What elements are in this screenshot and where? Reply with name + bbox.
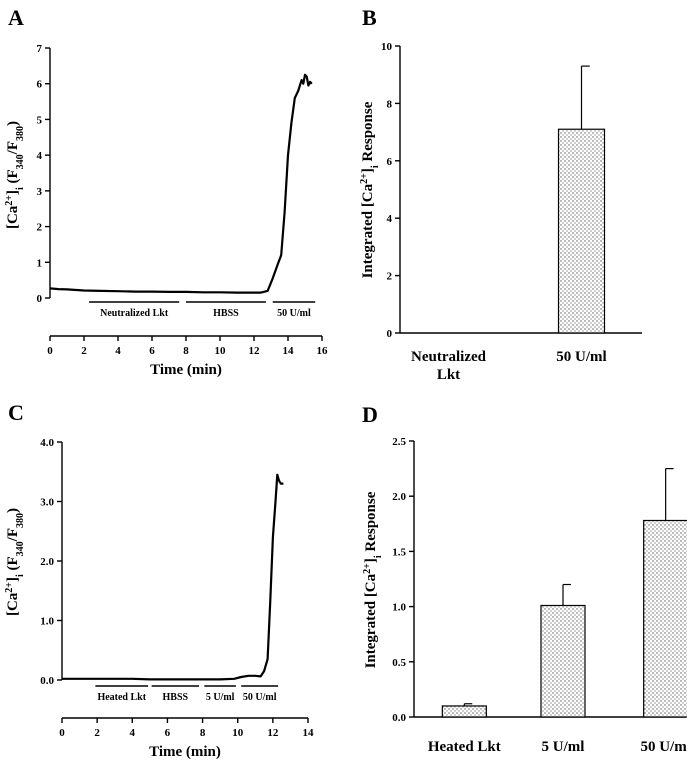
trace-line xyxy=(62,473,284,681)
x-tick-label: 0 xyxy=(59,727,65,739)
segment-label: Heated Lkt xyxy=(97,692,146,703)
x-axis-title: Time (min) xyxy=(150,362,222,378)
category-label: Neutralized Lkt xyxy=(411,349,487,383)
category-label: Heated Lkt xyxy=(428,739,501,755)
bar xyxy=(540,604,586,718)
panel-label-d: D xyxy=(362,402,378,427)
y-tick-label: 6 xyxy=(37,79,43,91)
y-tick-label: 4 xyxy=(37,150,43,162)
segment-label: 50 U/ml xyxy=(243,692,277,703)
x-tick-label: 4 xyxy=(130,727,136,739)
bar xyxy=(557,128,606,334)
y-tick-label: 2.0 xyxy=(392,491,406,503)
y-tick-label: 7 xyxy=(37,43,43,55)
x-tick-label: 10 xyxy=(232,727,244,739)
y-tick-label: 3 xyxy=(37,186,43,198)
y-tick-label: 0 xyxy=(387,328,393,340)
panel-label-b: B xyxy=(362,5,377,30)
y-tick-label: 0.5 xyxy=(392,657,406,669)
y-tick-label: 5 xyxy=(37,114,43,126)
segment-label: 50 U/ml xyxy=(277,308,311,319)
y-tick-label: 6 xyxy=(387,156,393,168)
y-tick-label: 3.0 xyxy=(40,497,54,509)
bar xyxy=(441,705,487,718)
bar xyxy=(643,519,687,718)
x-tick-label: 2 xyxy=(94,727,100,739)
category-label: 5 U/ml xyxy=(542,739,585,755)
y-tick-label: 10 xyxy=(381,41,393,53)
panel-d-bar-chart: 0.0 0.5 1.0 1.5 2.0 2.5 Integrated [Ca2+]i Res… xyxy=(362,436,687,755)
y-tick-label: 0.0 xyxy=(392,712,406,724)
y-axis-title: Integrated [Ca2+]i Response xyxy=(362,491,384,668)
x-tick-label: 4 xyxy=(115,345,121,357)
x-tick-label: 14 xyxy=(303,727,315,739)
panel-label-c: C xyxy=(8,400,24,425)
x-tick-label: 6 xyxy=(149,345,155,357)
segment-label: HBSS xyxy=(213,308,239,319)
x-tick-label: 2 xyxy=(81,345,87,357)
x-tick-label: 12 xyxy=(267,727,279,739)
y-tick-label: 8 xyxy=(387,98,393,110)
category-label: 50 U/ml xyxy=(640,739,687,755)
y-tick-label: 4 xyxy=(387,213,393,225)
y-axis-title: [Ca2+]i (F340/F380) xyxy=(4,508,26,616)
y-tick-label: 2.0 xyxy=(40,556,54,568)
y-tick-label: 1.5 xyxy=(392,546,406,558)
x-tick-label: 16 xyxy=(317,345,329,357)
x-axis-title: Time (min) xyxy=(149,744,221,760)
y-tick-label: 2 xyxy=(37,222,43,234)
x-tick-label: 12 xyxy=(249,345,261,357)
x-tick-label: 8 xyxy=(183,345,189,357)
y-tick-label: 2.5 xyxy=(392,436,406,448)
segment-label: HBSS xyxy=(163,692,189,703)
y-tick-label: 0 xyxy=(37,293,43,305)
y-tick-label: 1.0 xyxy=(392,602,406,614)
x-tick-label: 8 xyxy=(200,727,206,739)
x-tick-label: 14 xyxy=(283,345,295,357)
trace-line xyxy=(49,73,313,294)
x-tick-label: 10 xyxy=(215,345,227,357)
x-tick-label: 6 xyxy=(165,727,171,739)
y-tick-label: 0.0 xyxy=(40,675,54,687)
panel-label-a: A xyxy=(8,5,24,30)
panel-b-bar-chart: 0 2 4 6 8 10 Integrated [Ca2+]i Response Neutra… xyxy=(359,41,642,383)
y-tick-label: 1.0 xyxy=(40,616,54,628)
category-label: 50 U/ml xyxy=(556,349,606,365)
y-tick-label: 1 xyxy=(37,257,43,269)
y-axis-title: [Ca2+]i (F340/F380) xyxy=(4,121,26,229)
segment-label: Neutralized Lkt xyxy=(100,308,169,319)
y-axis-title: Integrated [Ca2+]i Response xyxy=(359,101,381,278)
y-tick-label: 2 xyxy=(387,271,393,283)
segment-label: 5 U/ml xyxy=(206,692,235,703)
y-tick-label: 4.0 xyxy=(40,437,54,449)
x-tick-label: 0 xyxy=(47,345,53,357)
panel-c-line-chart: 0.0 1.0 2.0 3.0 4.0 0 2 4 6 8 10 12 14 Time (min) [Ca2… xyxy=(4,437,315,760)
